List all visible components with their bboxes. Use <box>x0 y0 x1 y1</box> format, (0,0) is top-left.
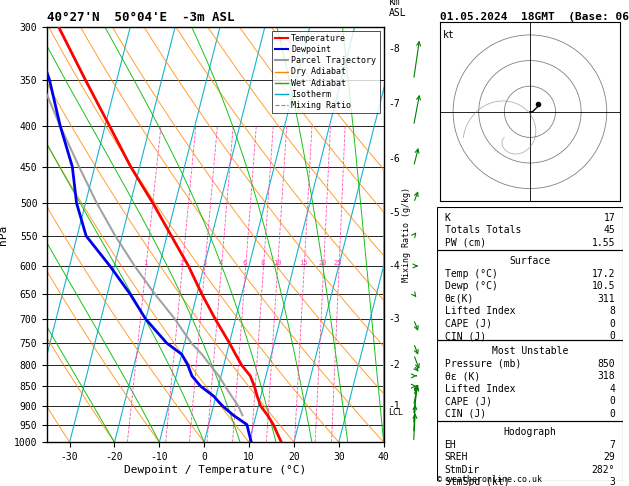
Text: 1.55: 1.55 <box>592 238 615 248</box>
Text: 10.5: 10.5 <box>592 281 615 292</box>
Text: StmDir: StmDir <box>445 465 480 475</box>
Text: 318: 318 <box>598 371 615 382</box>
Text: -3: -3 <box>389 314 400 324</box>
Text: 311: 311 <box>598 294 615 304</box>
Text: 40°27'N  50°04'E  -3m ASL: 40°27'N 50°04'E -3m ASL <box>47 11 235 24</box>
Y-axis label: hPa: hPa <box>0 225 8 244</box>
Text: 282°: 282° <box>592 465 615 475</box>
Text: Surface: Surface <box>509 257 550 266</box>
Text: θε(K): θε(K) <box>445 294 474 304</box>
Text: CAPE (J): CAPE (J) <box>445 396 492 406</box>
Bar <box>437 340 623 421</box>
Text: 17: 17 <box>604 213 615 223</box>
X-axis label: Dewpoint / Temperature (°C): Dewpoint / Temperature (°C) <box>125 465 306 475</box>
Text: 10: 10 <box>273 260 281 266</box>
Text: 8: 8 <box>260 260 265 266</box>
Text: Lifted Index: Lifted Index <box>445 306 515 316</box>
Text: -7: -7 <box>389 99 400 109</box>
Text: -2: -2 <box>389 360 400 370</box>
Text: Totals Totals: Totals Totals <box>445 226 521 235</box>
Text: Temp (°C): Temp (°C) <box>445 269 498 279</box>
Text: 25: 25 <box>334 260 342 266</box>
Text: -8: -8 <box>389 44 400 54</box>
Text: K: K <box>445 213 450 223</box>
Legend: Temperature, Dewpoint, Parcel Trajectory, Dry Adiabat, Wet Adiabat, Isotherm, Mi: Temperature, Dewpoint, Parcel Trajectory… <box>272 31 379 113</box>
Text: 4: 4 <box>219 260 223 266</box>
Text: 3: 3 <box>203 260 206 266</box>
Text: StmSpd (kt): StmSpd (kt) <box>445 477 509 486</box>
Text: Lifted Index: Lifted Index <box>445 384 515 394</box>
Text: 45: 45 <box>604 226 615 235</box>
Text: EH: EH <box>445 440 456 450</box>
Text: Most Unstable: Most Unstable <box>492 347 568 356</box>
Text: -4: -4 <box>389 261 400 271</box>
Bar <box>437 250 623 340</box>
Text: CAPE (J): CAPE (J) <box>445 319 492 329</box>
Text: 850: 850 <box>598 359 615 369</box>
Text: Pressure (mb): Pressure (mb) <box>445 359 521 369</box>
Text: Hodograph: Hodograph <box>503 428 557 437</box>
Text: θε (K): θε (K) <box>445 371 480 382</box>
Text: 15: 15 <box>299 260 308 266</box>
Text: 01.05.2024  18GMT  (Base: 06): 01.05.2024 18GMT (Base: 06) <box>440 12 629 22</box>
Text: Mixing Ratio (g/kg): Mixing Ratio (g/kg) <box>403 187 411 282</box>
Text: 0: 0 <box>610 331 615 341</box>
Text: 6: 6 <box>243 260 247 266</box>
Text: -5: -5 <box>389 208 400 218</box>
Text: 17.2: 17.2 <box>592 269 615 279</box>
Text: 29: 29 <box>604 452 615 463</box>
Text: 3: 3 <box>610 477 615 486</box>
Text: © weatheronline.co.uk: © weatheronline.co.uk <box>437 474 542 484</box>
Text: CIN (J): CIN (J) <box>445 409 486 419</box>
Text: SREH: SREH <box>445 452 468 463</box>
Bar <box>437 421 623 481</box>
Text: 4: 4 <box>610 384 615 394</box>
Text: -1: -1 <box>389 401 400 411</box>
Text: 0: 0 <box>610 396 615 406</box>
Text: 2: 2 <box>180 260 184 266</box>
Text: 0: 0 <box>610 409 615 419</box>
Text: kt: kt <box>443 30 455 40</box>
Text: PW (cm): PW (cm) <box>445 238 486 248</box>
Text: 1: 1 <box>143 260 148 266</box>
Text: 8: 8 <box>610 306 615 316</box>
Text: 7: 7 <box>610 440 615 450</box>
Text: CIN (J): CIN (J) <box>445 331 486 341</box>
Text: LCL: LCL <box>389 408 403 417</box>
Bar <box>437 207 623 250</box>
Text: Dewp (°C): Dewp (°C) <box>445 281 498 292</box>
Text: 20: 20 <box>318 260 327 266</box>
Text: km
ASL: km ASL <box>389 0 406 18</box>
Text: 0: 0 <box>610 319 615 329</box>
Text: -6: -6 <box>389 154 400 164</box>
